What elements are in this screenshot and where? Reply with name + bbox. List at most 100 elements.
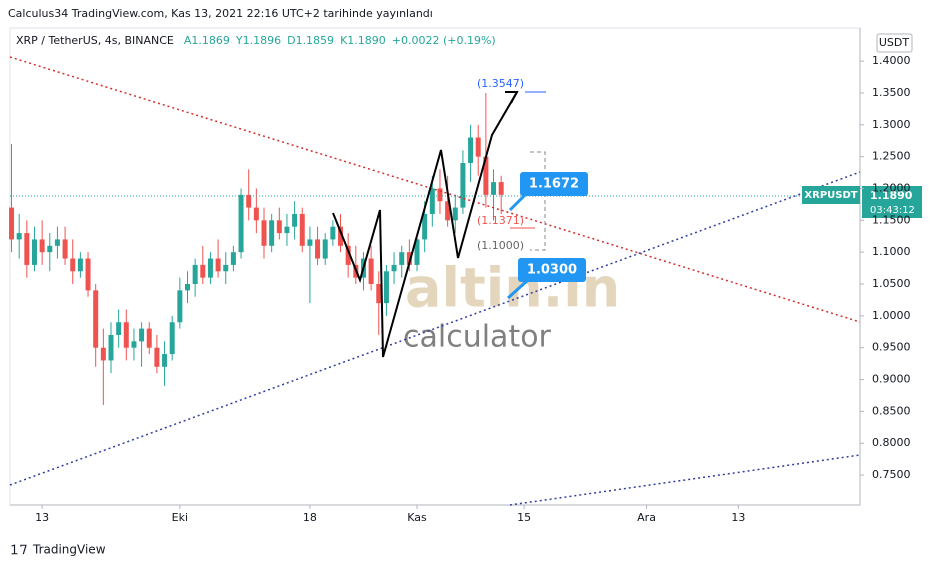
- candle-body: [383, 271, 389, 304]
- candle-body: [475, 137, 481, 157]
- candle-body: [24, 233, 30, 265]
- candle-body: [230, 252, 236, 265]
- y-tick-label: 1.0500: [872, 277, 911, 290]
- candle-body: [452, 207, 458, 221]
- candle-body: [261, 220, 267, 246]
- candle-body: [215, 258, 221, 272]
- candle-body: [16, 233, 22, 240]
- last-price: 1.1890: [870, 189, 913, 202]
- legend-item: XRP / TetherUS, 4s, BINANCE: [16, 34, 174, 47]
- candle-body: [345, 245, 351, 265]
- callout-label: 1.1672: [529, 177, 579, 192]
- legend-item: +0.0022 (+0.19%): [392, 34, 496, 47]
- candle-body: [31, 239, 37, 265]
- countdown: 03:43:12: [870, 205, 915, 216]
- y-tick-label: 1.3500: [872, 86, 911, 99]
- y-tick-label: 1.1500: [872, 213, 911, 226]
- candle-body: [483, 156, 489, 195]
- candle-body: [292, 213, 298, 227]
- candle-body: [139, 328, 145, 342]
- candle-body: [422, 213, 428, 240]
- candle-body: [315, 239, 321, 259]
- candle-body: [322, 239, 328, 259]
- y-tick-label: 1.2000: [872, 181, 911, 194]
- candle-body: [169, 322, 175, 355]
- legend-item: D1.1859: [287, 34, 334, 47]
- callout-box: [518, 258, 586, 282]
- candle-body: [338, 226, 344, 246]
- candle-body: [498, 182, 504, 195]
- annotation: (1.1000): [477, 239, 524, 252]
- candle-body: [399, 252, 405, 265]
- support-line: [9, 171, 861, 486]
- x-tick-label: 13: [35, 511, 49, 524]
- callout-label: 1.0300: [527, 263, 577, 278]
- candle-body: [123, 322, 129, 348]
- candle-body: [162, 354, 168, 367]
- candle-body: [330, 226, 336, 240]
- candle-body: [54, 239, 60, 246]
- y-tick-label: 0.9000: [872, 373, 911, 386]
- candle-body: [460, 163, 466, 208]
- candle-body: [368, 258, 374, 285]
- candle-body: [445, 201, 451, 221]
- candles: [9, 92, 504, 406]
- candle-body: [207, 258, 213, 278]
- candle-body: [276, 220, 282, 234]
- y-tick-label: 0.9500: [872, 341, 911, 354]
- candle-body: [184, 284, 190, 291]
- x-tick-label: 13: [731, 511, 745, 524]
- x-tick-label: Ara: [637, 511, 656, 524]
- resistance-line: [9, 56, 861, 323]
- candle-body: [307, 239, 313, 246]
- candle-body: [429, 188, 435, 214]
- channel-line: [509, 454, 861, 506]
- candle-body: [200, 264, 206, 278]
- legend: XRP / TetherUS, 4s, BINANCE A1.1869 Y1.189…: [16, 34, 496, 47]
- candle-body: [131, 341, 137, 348]
- watermark-text: calculator: [403, 320, 552, 355]
- candle-body: [85, 258, 91, 291]
- candle-body: [77, 258, 83, 272]
- candle-body: [269, 220, 275, 246]
- currency-label[interactable]: USDT: [879, 36, 910, 49]
- callout-pointer: [506, 278, 530, 300]
- zigzag-pattern: [332, 91, 518, 358]
- tv-logo: 𝟷𝟽: [10, 542, 28, 558]
- y-tick-label: 0.7500: [872, 468, 911, 481]
- symbol-tag: [802, 186, 860, 204]
- legend-item: A1.1869: [184, 34, 230, 47]
- published-note: Calculus34 TradingView.com, Kas 13, 2021…: [8, 7, 433, 20]
- annotation: (1.3547): [477, 77, 524, 90]
- candle-body: [100, 347, 106, 361]
- candle-body: [154, 347, 160, 367]
- candle-body: [491, 182, 497, 195]
- candle-body: [406, 252, 412, 265]
- y-tick-label: 1.2500: [872, 150, 911, 163]
- fib-range: [530, 151, 546, 251]
- currency-box[interactable]: [876, 33, 913, 53]
- candle-body: [246, 194, 252, 208]
- candle-body: [238, 194, 244, 253]
- candle-body: [192, 264, 198, 285]
- candle-body: [39, 239, 45, 253]
- y-tick-label: 1.3000: [872, 118, 911, 131]
- y-tick-label: 0.8500: [872, 404, 911, 417]
- candle-body: [108, 334, 114, 361]
- x-tick-label: Eki: [172, 511, 188, 524]
- candle-body: [253, 207, 259, 221]
- watermark-logo: altin.in: [405, 257, 620, 320]
- candle-body: [70, 258, 76, 272]
- candle-body: [391, 264, 397, 272]
- price-tag: [862, 186, 922, 218]
- y-tick-label: 1.1000: [872, 245, 911, 258]
- y-tick-label: 1.0000: [872, 309, 911, 322]
- candle-body: [468, 137, 474, 164]
- y-tick-label: 0.8000: [872, 436, 911, 449]
- legend-item: K1.1890: [340, 34, 386, 47]
- candle-body: [62, 239, 68, 259]
- annotation: (1.1371): [477, 214, 524, 227]
- candle-body: [93, 290, 99, 348]
